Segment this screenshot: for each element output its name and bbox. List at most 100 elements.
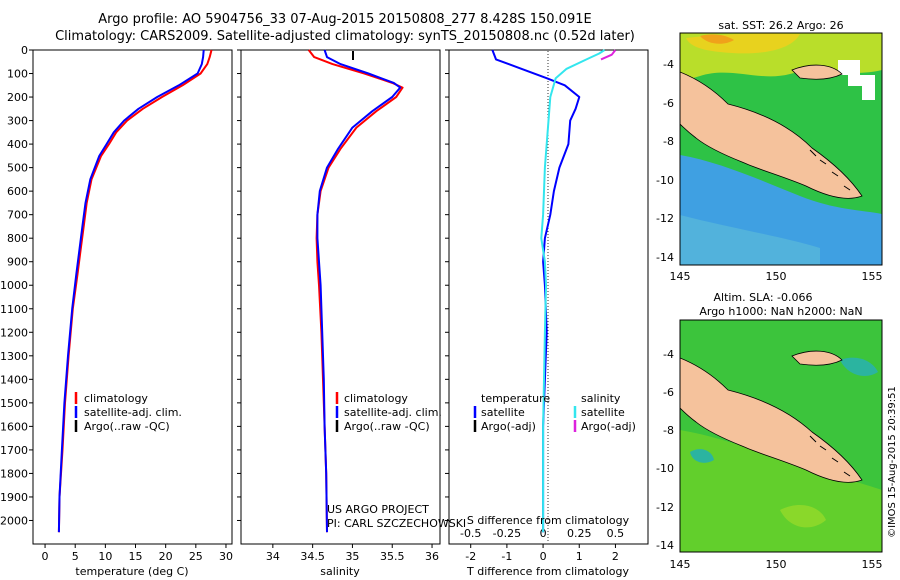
sla-low-patch: [840, 357, 878, 376]
x-tick-label: 20: [159, 550, 173, 563]
x2-tick-label: 0: [540, 527, 547, 540]
x-tick-label: -1: [501, 550, 512, 563]
sla-lat-tick: -10: [656, 462, 674, 475]
sst-lon-tick: 145: [670, 270, 691, 283]
legend-label-climatology: climatology: [84, 392, 148, 405]
sla-map: Altim. SLA: -0.066 Argo h1000: NaN h2000…: [656, 291, 883, 571]
sla-island-chain: [809, 435, 851, 477]
difference-legend: temperature satellite Argo(-adj) salinit…: [473, 392, 636, 433]
x2-tick-label: 0.5: [607, 527, 625, 540]
x-tick-label: 1: [576, 550, 583, 563]
x-tick-label: 34: [266, 550, 280, 563]
legend-label-argo: Argo(..raw -QC): [344, 420, 430, 433]
series-line-climatology: [307, 49, 404, 533]
series-line-climatology: [57, 49, 213, 533]
x2-tick-label: -0.25: [493, 527, 521, 540]
legend-label-temperature-satellite: satellite: [481, 406, 525, 419]
y-tick-label: 1700: [0, 444, 28, 457]
difference-plot-frame: [448, 49, 649, 545]
legend-label-climatology: climatology: [344, 392, 408, 405]
sla-lat-tick: -6: [663, 386, 674, 399]
legend-label-salinity-argo: Argo(-adj): [581, 420, 636, 433]
x-tick-label: 2: [612, 550, 619, 563]
salinity-marks: 34 34.5 35 35.5 36: [237, 49, 439, 563]
imos-credit: ©IMOS 15-Aug-2015 20:39:51: [887, 386, 898, 538]
x-tick-label: 30: [219, 550, 233, 563]
y-tick-label: 1600: [0, 420, 28, 433]
y-tick-label: 1900: [0, 491, 28, 504]
temperature-legend: climatology satellite-adj. clim. Argo(..…: [74, 392, 182, 433]
sla-high-patch: [780, 505, 826, 528]
sla-map-frame: [679, 319, 883, 553]
difference-marks: -2 -1 0 1 2 -0.5 -0.25 0 0.25 0.5: [445, 49, 625, 563]
salinity-panel: 34 34.5 35 35.5 36 climatology satellite-adj…: [237, 49, 466, 578]
y-tick-label: 400: [7, 138, 28, 151]
y-tick-label: 1000: [0, 279, 28, 292]
sst-map: sat. SST: 26.2 Argo: 26 -4 -6 -8 -10 -12…: [656, 19, 883, 283]
sst-lat-tick: -12: [656, 212, 674, 225]
x-tick-label: 35: [345, 550, 359, 563]
series-line-salinity-argo-adj-: [600, 49, 617, 61]
legend-label-temperature-argo: Argo(-adj): [481, 420, 536, 433]
temperature-xlabel: temperature (deg C): [75, 565, 188, 578]
sla-papua-landmass: [680, 357, 863, 483]
difference-panel: -2 -1 0 1 2 -0.5 -0.25 0 0.25 0.5 temperature sat…: [445, 49, 649, 578]
sla-lon-tick: 155: [862, 558, 883, 571]
series-line-satellite-adj-clim-: [316, 49, 402, 533]
salinity-plot-frame: [240, 49, 441, 545]
y-tick-label: 600: [7, 185, 28, 198]
legend-heading-temperature: temperature: [481, 392, 550, 405]
y-tick-label: 0: [21, 44, 28, 57]
y-tick-label: 800: [7, 232, 28, 245]
salinity-difference-xlabel: S difference from climatology: [467, 514, 630, 527]
x-tick-label: 35.5: [380, 550, 405, 563]
sla-field-light: [680, 430, 882, 552]
sla-map-title: Altim. SLA: -0.066: [713, 291, 812, 304]
sla-lat-tick: -8: [663, 424, 674, 437]
series-line-temperature-satellite: [491, 49, 581, 533]
legend-label-salinity-satellite: satellite: [581, 406, 625, 419]
sst-lon-tick: 155: [862, 270, 883, 283]
legend-label-satellite: satellite-adj. clim.: [84, 406, 182, 419]
temperature-difference-xlabel: T difference from climatology: [466, 565, 629, 578]
sst-lat-tick: -14: [656, 251, 674, 264]
temperature-panel: 0 5 10 15 20 25 300100200300400500600700800900…: [0, 44, 233, 578]
sst-lat-tick: -6: [663, 97, 674, 110]
sst-cool-patch: [680, 215, 820, 265]
x2-tick-label: 0.25: [567, 527, 592, 540]
sst-new-britain: [791, 64, 843, 80]
y-tick-label: 100: [7, 68, 28, 81]
x-tick-label: 5: [72, 550, 79, 563]
x-tick-label: 15: [129, 550, 143, 563]
legend-label-satellite: satellite-adj. clim.: [344, 406, 442, 419]
x-tick-label: 34.5: [300, 550, 325, 563]
y-tick-label: 1800: [0, 467, 28, 480]
sst-lat-tick: -10: [656, 174, 674, 187]
sla-lat-tick: -4: [663, 348, 674, 361]
pi-annotation: PI: CARL SZCZECHOWSKI: [327, 517, 466, 530]
project-annotation: US ARGO PROJECT: [327, 503, 429, 516]
x2-tick-label: -0.5: [460, 527, 481, 540]
figure-title: Argo profile: AO 5904756_33 07-Aug-2015 …: [98, 12, 591, 27]
y-tick-label: 200: [7, 91, 28, 104]
x-tick-label: 0: [540, 550, 547, 563]
sla-lon-tick: 150: [766, 558, 787, 571]
sst-missing-data: [838, 60, 875, 100]
x-tick-label: -2: [465, 550, 476, 563]
sla-lat-tick: -14: [656, 539, 674, 552]
y-tick-label: 900: [7, 256, 28, 269]
temperature-plot-frame: [32, 49, 233, 545]
sla-new-britain: [791, 350, 843, 366]
sst-lat-tick: -8: [663, 135, 674, 148]
x-tick-label: 25: [189, 550, 203, 563]
sla-map-subtitle: Argo h1000: NaN h2000: NaN: [699, 305, 862, 318]
y-tick-label: 700: [7, 209, 28, 222]
y-tick-label: 2000: [0, 514, 28, 527]
x-tick-label: 0: [42, 550, 49, 563]
sla-low-patch: [690, 449, 714, 463]
series-line-satellite-adj-clim-: [57, 49, 205, 533]
sla-lat-tick: -12: [656, 501, 674, 514]
legend-heading-salinity: salinity: [581, 392, 621, 405]
sst-island-chain: [809, 149, 851, 191]
